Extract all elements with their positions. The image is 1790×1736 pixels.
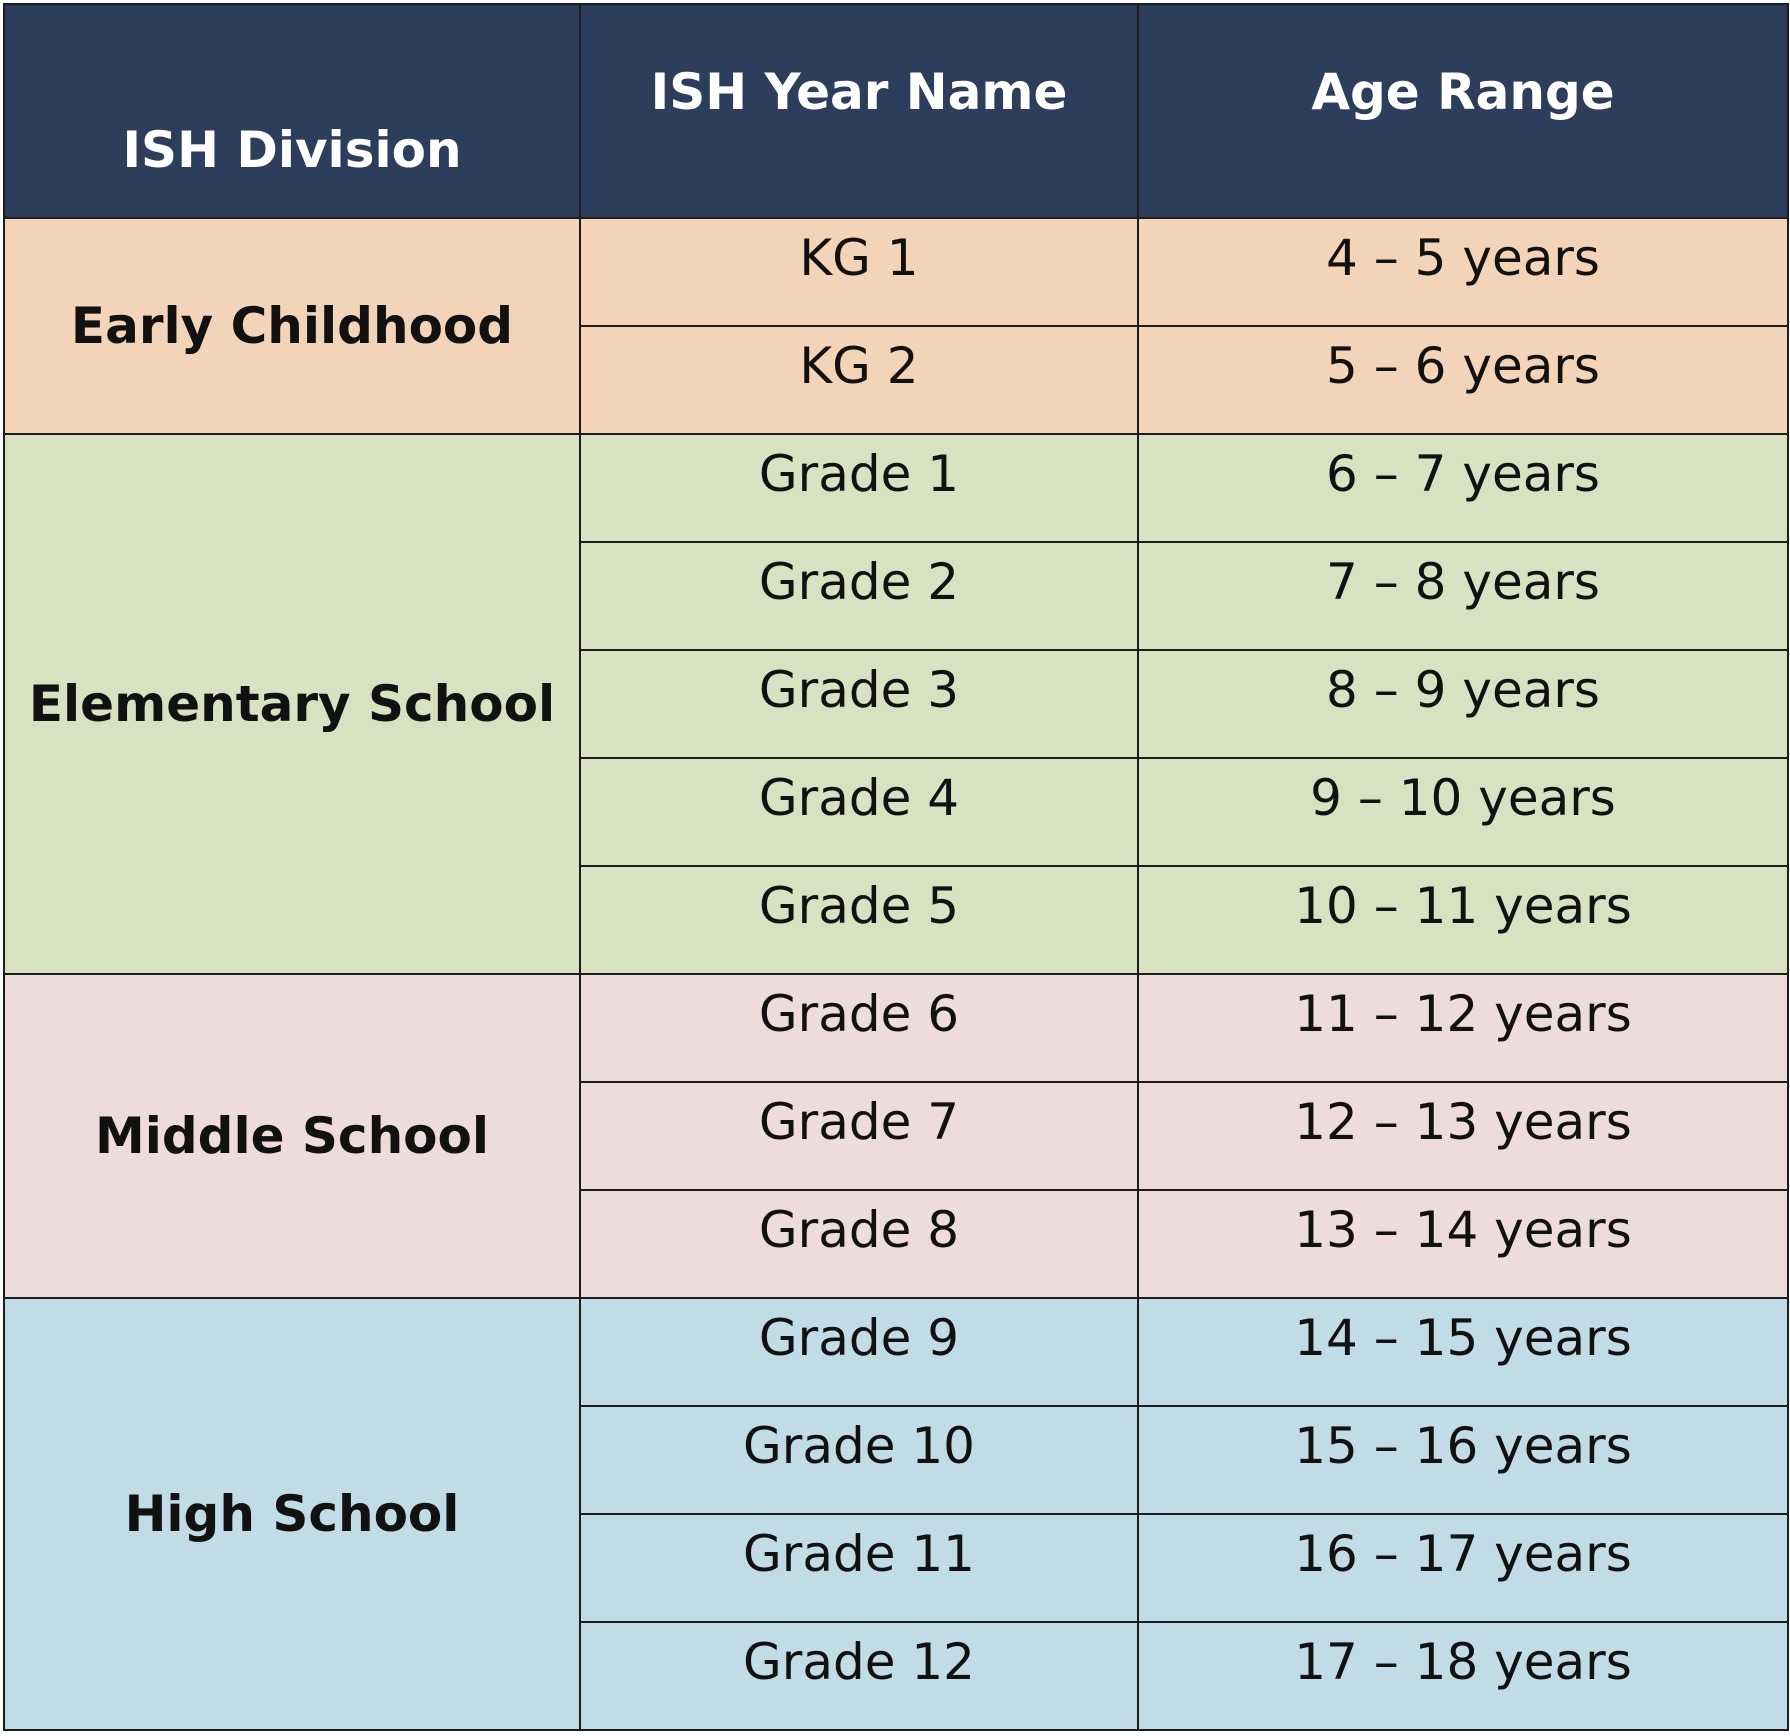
table-row: Elementary School Grade 1 6 – 7 years [3, 433, 1789, 975]
year-name-cell: Grade 2 [579, 541, 1139, 651]
age-range-cell: 15 – 16 years [1137, 1405, 1789, 1515]
year-name-cell: Grade 6 [579, 973, 1139, 1083]
age-range-cell: 17 – 18 years [1137, 1621, 1789, 1731]
year-name-cell: Grade 3 [579, 649, 1139, 759]
year-name-cell: Grade 9 [579, 1297, 1139, 1407]
year-name-cell: Grade 11 [579, 1513, 1139, 1623]
division-high-school: High School [3, 1297, 581, 1731]
division-elementary-school: Elementary School [3, 433, 581, 975]
age-range-cell: 13 – 14 years [1137, 1189, 1789, 1299]
table-row: Grade 10 15 – 16 years [4, 1405, 1789, 1515]
age-range-cell: 16 – 17 years [1137, 1513, 1789, 1623]
age-range-cell: 12 – 13 years [1137, 1081, 1789, 1191]
year-name-cell: KG 1 [579, 217, 1139, 327]
header-row: ISH Division ISH Year Name Age Range [3, 3, 1789, 219]
age-range-cell: 6 – 7 years [1137, 433, 1789, 543]
year-name-cell: Grade 12 [579, 1621, 1139, 1731]
year-name-cell: Grade 8 [579, 1189, 1139, 1299]
age-range-cell: 14 – 15 years [1137, 1297, 1789, 1407]
division-middle-school: Middle School [3, 973, 581, 1299]
header-age-range: Age Range [1137, 3, 1789, 219]
age-range-cell: 9 – 10 years [1137, 757, 1789, 867]
year-name-cell: Grade 1 [579, 433, 1139, 543]
age-range-cell: 7 – 8 years [1137, 541, 1789, 651]
table-row: Middle School Grade 6 11 – 12 years [3, 973, 1789, 1299]
year-name-cell: Grade 7 [579, 1081, 1139, 1191]
year-name-cell: Grade 5 [579, 865, 1139, 975]
year-name-cell: KG 2 [579, 325, 1139, 435]
grade-age-table: ISH Division ISH Year Name Age Range Ear… [3, 3, 1789, 1731]
year-name-cell: Grade 4 [579, 757, 1139, 867]
age-range-cell: 10 – 11 years [1137, 865, 1789, 975]
age-range-cell: 5 – 6 years [1137, 325, 1789, 435]
table-row: KG 2 5 – 6 years [4, 325, 1789, 435]
age-range-cell: 11 – 12 years [1137, 973, 1789, 1083]
table-row: High School Grade 9 14 – 15 years [3, 1297, 1789, 1731]
age-range-cell: 4 – 5 years [1137, 217, 1789, 327]
table-row: Early Childhood KG 1 4 – 5 years [3, 217, 1789, 435]
age-range-cell: 8 – 9 years [1137, 649, 1789, 759]
header-division: ISH Division [3, 3, 581, 219]
division-early-childhood: Early Childhood [3, 217, 581, 435]
year-name-cell: Grade 10 [579, 1405, 1139, 1515]
table-row: Grade 3 8 – 9 years [4, 649, 1789, 759]
header-year-name: ISH Year Name [579, 3, 1139, 219]
